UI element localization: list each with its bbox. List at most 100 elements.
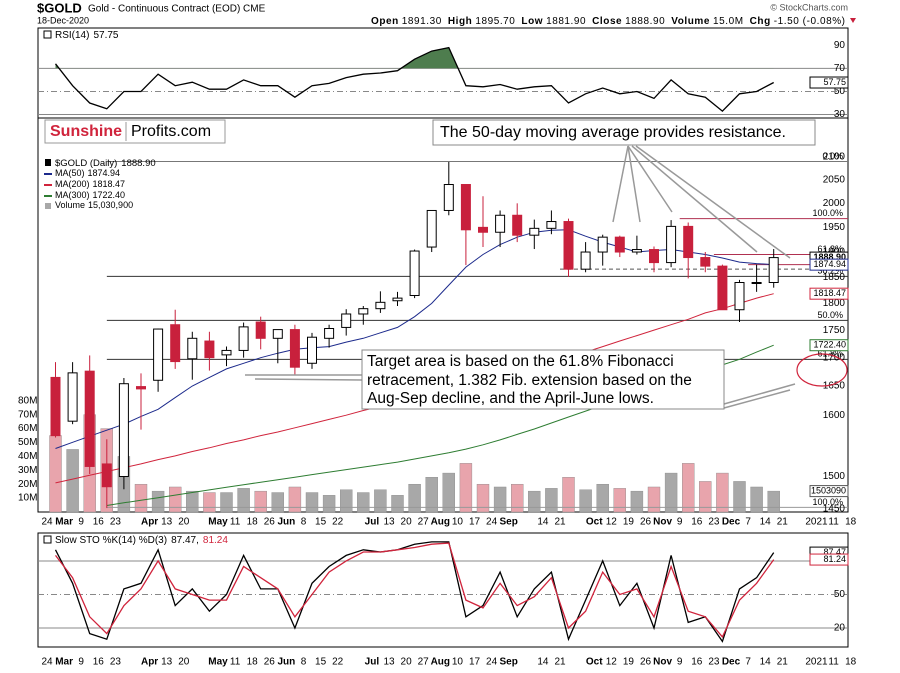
legend-value: 1888.90 xyxy=(121,158,155,169)
candle-body xyxy=(255,321,266,339)
candle-body xyxy=(358,308,369,315)
y-tick-label: 20 xyxy=(834,623,846,634)
x-tick-label: Dec xyxy=(722,657,741,668)
candle-body xyxy=(153,328,164,381)
candle-body xyxy=(272,329,283,339)
target-ellipse xyxy=(796,353,848,387)
y-tick-label: 1500 xyxy=(823,471,846,482)
x-tick-label: Sep xyxy=(500,517,518,528)
volume-bar xyxy=(528,490,541,513)
volume-bar xyxy=(357,492,370,513)
y-tick-label: 40M xyxy=(18,451,37,462)
volume-bar xyxy=(408,483,421,513)
x-tick-label: 15 xyxy=(315,657,327,668)
y-tick-label: 70 xyxy=(834,63,846,74)
down-arrow xyxy=(850,18,856,23)
candle-body xyxy=(289,329,300,368)
y-tick-label: 1700 xyxy=(823,352,846,363)
value-tag-label: 1874.94 xyxy=(813,259,846,269)
candle-body xyxy=(666,225,677,264)
candle-body xyxy=(717,265,728,311)
x-tick-label: May xyxy=(208,657,228,668)
candle-body xyxy=(614,236,625,253)
note: Target area is based on the 61.8% Fibona… xyxy=(367,353,674,370)
x-tick-label: Mar xyxy=(55,657,73,668)
volume-bar xyxy=(203,492,216,513)
volume-bar xyxy=(374,489,387,513)
candle-body xyxy=(700,257,711,267)
date: 18-Dec-2020 xyxy=(37,15,89,25)
symbol: $GOLD xyxy=(37,0,82,15)
candle-body xyxy=(392,297,403,302)
y-tick-label: 90 xyxy=(834,40,846,51)
x-tick-label: 14 xyxy=(537,657,549,668)
x-tick-label: 21 xyxy=(777,517,789,528)
logo-text: Profits.com xyxy=(131,123,211,140)
x-tick-label: 27 xyxy=(418,517,430,528)
candle-body xyxy=(426,209,437,248)
legend-name: MA(50) xyxy=(55,168,85,178)
quote-value: 1881.90 xyxy=(546,16,586,27)
y-tick-label: 50 xyxy=(834,589,846,600)
description: Gold - Continuous Contract (EOD) CME xyxy=(88,4,266,15)
y-tick-label: 1600 xyxy=(823,410,846,421)
volume-bar xyxy=(220,492,233,513)
x-tick-label: 26 xyxy=(640,657,652,668)
x-tick-label: 20 xyxy=(178,517,190,528)
x-tick-label: 19 xyxy=(623,657,635,668)
logo-box xyxy=(44,119,226,144)
note: The 50-day moving average provides resis… xyxy=(440,124,786,141)
x-tick-label: 23 xyxy=(708,517,720,528)
y-tick-label: 70M xyxy=(18,409,37,420)
value-tag-label: 1503090 xyxy=(811,485,846,495)
legend-value: 57.75 xyxy=(93,30,118,41)
y-tick-label: 80M xyxy=(18,395,37,406)
x-tick-label: Mar xyxy=(55,517,73,528)
x-tick-label: Oct xyxy=(586,657,603,668)
volume-bar xyxy=(459,463,473,513)
x-tick-label: 23 xyxy=(708,657,720,668)
x-tick-label: 13 xyxy=(383,657,395,668)
x-tick-label: 17 xyxy=(469,657,481,668)
candle-body xyxy=(649,249,659,264)
x-tick-label: 27 xyxy=(418,657,430,668)
candle-body xyxy=(136,386,146,390)
x-tick-label: Sep xyxy=(500,657,518,668)
volume-bar xyxy=(767,490,780,513)
volume-bar xyxy=(288,486,302,513)
fib-label: 61.8% xyxy=(817,244,843,254)
y-tick-label: 1800 xyxy=(823,298,846,309)
legend-value: 87.47 xyxy=(171,535,196,546)
legend: MA(50) 1874.94 xyxy=(55,168,120,178)
value-tag-label: 87.47 xyxy=(823,547,846,557)
x-tick-label: 2021 xyxy=(805,657,828,668)
volume-bar xyxy=(699,481,712,513)
value-tag xyxy=(809,76,849,89)
y-tick-label: 2050 xyxy=(823,175,846,186)
legend-name: MA(200) xyxy=(55,179,90,189)
candle-body xyxy=(597,236,608,253)
value-tag-label: 81.24 xyxy=(823,554,846,564)
x-tick-label: 18 xyxy=(845,657,857,668)
x-tick-label: Jul xyxy=(365,517,380,528)
y-tick-label: 1850 xyxy=(823,272,846,283)
quote: Open 1891.30 High 1895.70 Low 1881.90 Close 188… xyxy=(371,16,845,27)
volume-bar xyxy=(493,486,507,513)
value-tag xyxy=(809,287,849,300)
indicator-line xyxy=(54,46,775,112)
volume-bar xyxy=(630,490,644,513)
candle-body xyxy=(324,328,335,339)
x-tick-label: 22 xyxy=(332,657,344,668)
x-tick-label: 26 xyxy=(640,517,652,528)
x-tick-label: 7 xyxy=(745,657,751,668)
volume-bar xyxy=(425,477,438,513)
x-tick-label: 15 xyxy=(315,517,327,528)
candle-body xyxy=(751,282,762,285)
x-tick-label: 13 xyxy=(383,517,395,528)
x-tick-label: 21 xyxy=(777,657,789,668)
volume-bar xyxy=(562,477,575,513)
candle-body xyxy=(495,214,506,233)
x-tick-label: 16 xyxy=(93,517,105,528)
candle-body xyxy=(118,383,129,478)
x-tick-label: 21 xyxy=(554,517,566,528)
